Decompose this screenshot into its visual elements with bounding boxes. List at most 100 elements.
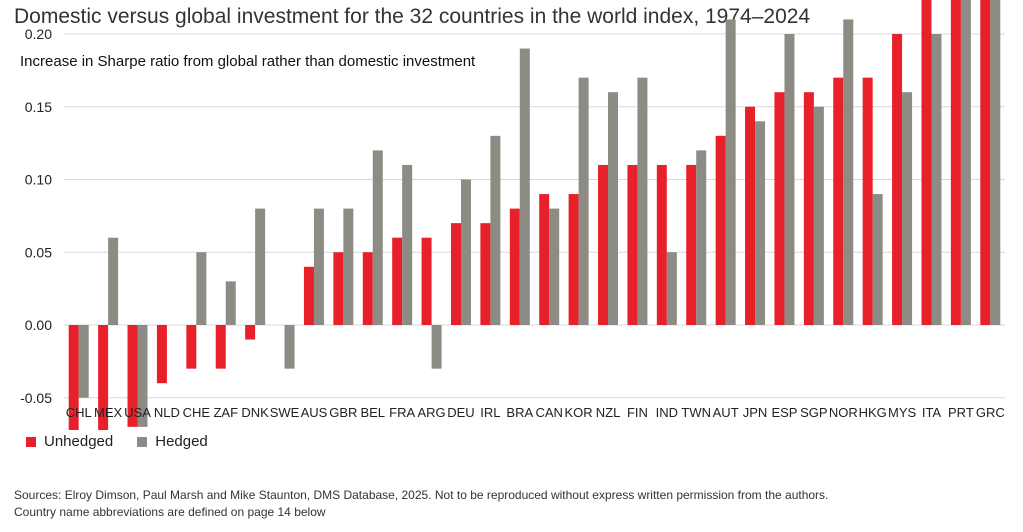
x-tick-label: PRT (948, 405, 974, 420)
x-tick-label: GRC (976, 405, 1005, 420)
bar-unhedged-dnk (245, 325, 256, 340)
chart-title: Domestic versus global investment for th… (14, 5, 811, 28)
bar-unhedged-nzl (598, 164, 609, 325)
bar-unhedged-nld (156, 325, 167, 384)
bar-unhedged-jpn (745, 106, 756, 325)
x-tick-label: HKG (859, 405, 887, 420)
legend-label-hedged: Hedged (155, 433, 208, 450)
x-tick-label: FRA (389, 405, 415, 420)
x-tick-label: ARG (417, 405, 445, 420)
legend-swatch-hedged (137, 436, 148, 447)
x-tick-label: BRA (506, 405, 533, 420)
x-tick-label: KOR (565, 405, 593, 420)
x-tick-label: GBR (329, 405, 357, 420)
bar-unhedged-nor (833, 77, 844, 326)
x-tick-label: IND (656, 405, 678, 420)
bar-unhedged-aus (303, 266, 314, 325)
x-tick-label: SWE (270, 405, 300, 420)
bar-unhedged-bel (362, 252, 373, 325)
bar-unhedged-chl (68, 325, 79, 430)
bar-hedged-grc (990, 0, 1001, 325)
y-axis-ticks: -0.050.000.050.100.150.200.250.30 (20, 26, 52, 406)
x-tick-label: DEU (447, 405, 474, 420)
bar-unhedged-che (186, 325, 197, 369)
bar-hedged-nor (843, 19, 854, 325)
bar-unhedged-twn (686, 164, 697, 325)
bar-unhedged-fra (392, 237, 403, 325)
bar-hedged-aut (725, 19, 736, 325)
y-tick-label: 0.20 (25, 26, 52, 42)
y-tick-label: 0.15 (25, 99, 52, 115)
x-tick-label: CHE (183, 405, 211, 420)
bar-unhedged-mex (98, 325, 109, 430)
bar-unhedged-mys (892, 34, 903, 325)
bar-hedged-gbr (343, 208, 354, 325)
bar-hedged-mex (108, 237, 119, 325)
bar-unhedged-bra (509, 208, 520, 325)
y-tick-label: 0.05 (25, 244, 52, 260)
bar-hedged-nzl (608, 92, 619, 325)
x-tick-label: SGP (800, 405, 827, 420)
x-tick-label: BEL (360, 405, 385, 420)
x-tick-label: JPN (743, 405, 768, 420)
bar-unhedged-can (539, 194, 550, 325)
bar-unhedged-sgp (803, 92, 814, 325)
bar-hedged-hkg (872, 194, 883, 325)
x-tick-label: ESP (771, 405, 797, 420)
bar-hedged-usa (137, 325, 148, 427)
bar-unhedged-fin (627, 164, 638, 325)
bar-hedged-swe (284, 325, 295, 369)
bar-unhedged-kor (568, 194, 579, 325)
legend-swatch-unhedged (26, 436, 36, 447)
bar-hedged-ita (931, 34, 942, 325)
bar-hedged-esp (784, 34, 795, 325)
x-tick-label: CHL (66, 405, 92, 420)
source-note: Sources: Elroy Dimson, Paul Marsh and Mi… (14, 488, 829, 502)
y-axis-label: Increase in Sharpe ratio from global rat… (20, 53, 476, 70)
bar-hedged-bel (372, 150, 383, 325)
bar-hedged-fin (637, 77, 648, 326)
bar-unhedged-esp (774, 92, 785, 325)
bar-hedged-bra (519, 48, 530, 326)
bar-unhedged-deu (450, 223, 461, 325)
y-tick-label: 0.00 (25, 317, 52, 333)
bar-hedged-deu (460, 179, 471, 325)
bar-hedged-chl (78, 325, 89, 398)
bar-unhedged-prt (950, 0, 961, 326)
x-tick-label: USA (124, 405, 151, 420)
abbreviation-note: Country name abbreviations are defined o… (14, 505, 326, 519)
bar-unhedged-aut (715, 135, 726, 325)
x-tick-label: AUS (301, 405, 328, 420)
bar-unhedged-grc (980, 0, 991, 326)
bar-hedged-kor (578, 77, 589, 326)
bar-unhedged-arg (421, 237, 432, 325)
x-tick-label: FIN (627, 405, 648, 420)
x-tick-label: AUT (713, 405, 739, 420)
bar-hedged-arg (431, 325, 442, 369)
bar-hedged-can (549, 208, 560, 325)
x-tick-label: MEX (94, 405, 123, 420)
source-footer: Sources: Elroy Dimson, Paul Marsh and Mi… (14, 487, 828, 521)
legend: Unhedged Hedged (26, 433, 232, 450)
bar-unhedged-irl (480, 223, 491, 325)
bar-unhedged-hkg (862, 77, 873, 326)
bar-hedged-che (196, 252, 207, 325)
bar-hedged-dnk (255, 208, 266, 325)
bar-unhedged-ita (921, 0, 932, 325)
y-tick-label: 0.10 (25, 172, 52, 188)
bar-chart: -0.050.000.050.100.150.200.250.30 CHLMEX… (20, 0, 1005, 430)
x-tick-label: DNK (241, 405, 269, 420)
x-tick-label: TWN (681, 405, 711, 420)
x-tick-label: ITA (922, 405, 942, 420)
x-tick-label: CAN (535, 405, 562, 420)
bar-hedged-fra (402, 164, 413, 325)
bar-hedged-twn (696, 150, 707, 325)
x-tick-label: NZL (596, 405, 621, 420)
legend-item-unhedged: Unhedged (26, 433, 113, 450)
bar-hedged-ind (666, 252, 677, 325)
x-tick-label: IRL (480, 405, 500, 420)
x-axis-ticks: CHL MEX USA NLD CHE ZAF DNK SWE AUS GBR BEL FRA ARG D… (66, 405, 1005, 420)
bar-hedged-sgp (813, 106, 824, 325)
x-tick-label: ZAF (213, 405, 238, 420)
y-tick-label: -0.05 (20, 390, 52, 406)
